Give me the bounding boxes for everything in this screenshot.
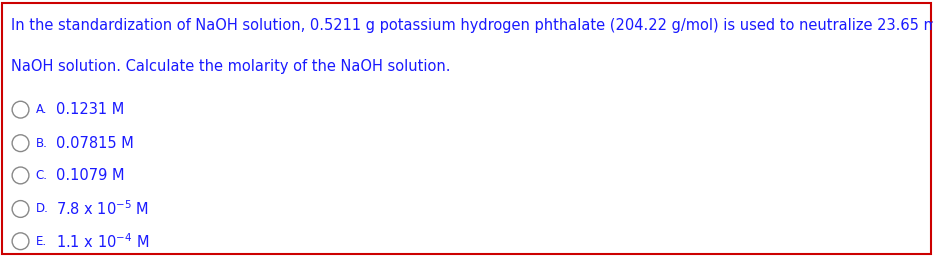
Text: B.: B. [35,137,48,150]
Text: In the standardization of NaOH solution, 0.5211 g potassium hydrogen phthalate (: In the standardization of NaOH solution,… [11,18,933,33]
Text: D.: D. [35,203,49,215]
Text: NaOH solution. Calculate the molarity of the NaOH solution.: NaOH solution. Calculate the molarity of… [11,59,451,74]
Text: 1.1 x 10$^{-4}$ M: 1.1 x 10$^{-4}$ M [56,232,149,251]
Text: 7.8 x 10$^{-5}$ M: 7.8 x 10$^{-5}$ M [56,200,149,218]
Text: 0.1231 M: 0.1231 M [56,102,124,117]
Text: 0.07815 M: 0.07815 M [56,136,133,151]
Text: C.: C. [35,169,48,182]
Text: 0.1079 M: 0.1079 M [56,168,124,183]
Text: E.: E. [35,235,47,248]
Text: A.: A. [35,103,47,116]
